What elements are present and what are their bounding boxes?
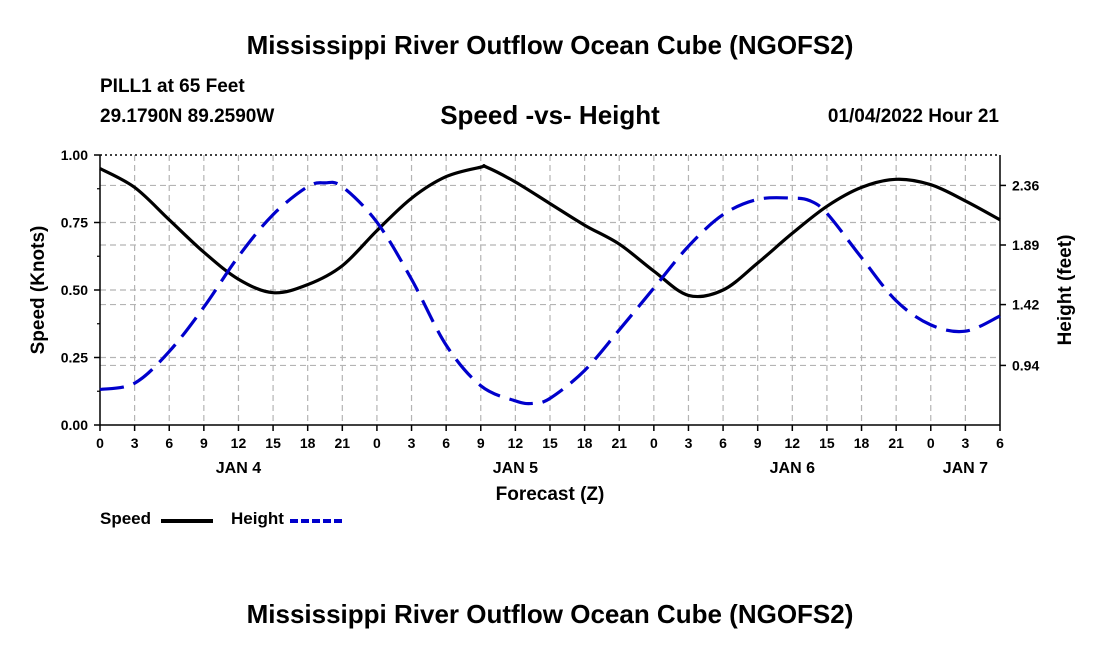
x-tick-label: 9 (754, 435, 762, 451)
x-tick-label: 18 (577, 435, 593, 451)
x-tick-label: 0 (927, 435, 935, 451)
y-tick-label: 0.25 (61, 350, 88, 366)
y2-tick-label: 1.42 (1012, 297, 1039, 313)
x-tick-label: 15 (265, 435, 281, 451)
x-tick-label: 21 (611, 435, 627, 451)
x-tick-label: 15 (819, 435, 835, 451)
station-label: PILL1 at 65 Feet (100, 76, 245, 97)
y2-tick-label: 0.94 (1012, 357, 1039, 373)
x-tick-label: 18 (300, 435, 316, 451)
x-tick-label: 0 (650, 435, 658, 451)
x-axis-title: Forecast (Z) (496, 484, 605, 505)
y-tick-label: 1.00 (61, 147, 88, 163)
x-tick-label: 6 (442, 435, 450, 451)
x-tick-label: 6 (165, 435, 173, 451)
date-label: JAN 6 (770, 460, 815, 477)
x-tick-label: 6 (996, 435, 1004, 451)
legend-speed-swatch (161, 519, 213, 523)
x-tick-label: 21 (888, 435, 904, 451)
main-title: Mississippi River Outflow Ocean Cube (NG… (246, 30, 854, 60)
date-label: JAN 5 (493, 460, 538, 477)
station-coordinates: 29.1790N 89.2590W (100, 106, 275, 127)
x-tick-label: 18 (854, 435, 870, 451)
y-tick-label: 0.00 (61, 417, 88, 433)
x-tick-label: 9 (477, 435, 485, 451)
x-tick-label: 3 (408, 435, 416, 451)
y2-tick-label: 2.36 (1012, 177, 1039, 193)
y-axis-title: Speed (Knots) (28, 226, 49, 355)
x-tick-label: 21 (335, 435, 351, 451)
y2-axis-title: Height (feet) (1055, 235, 1076, 346)
series-line-height (99, 180, 1001, 406)
legend-height-swatch (290, 519, 342, 523)
x-tick-label: 0 (96, 435, 104, 451)
date-label: JAN 4 (216, 460, 261, 477)
x-tick-label: 6 (719, 435, 727, 451)
legend-height-label: Height (231, 509, 284, 528)
series-line-speed (99, 164, 1001, 299)
x-tick-label: 12 (508, 435, 524, 451)
forecast-timestamp: 01/04/2022 Hour 21 (827, 106, 999, 127)
x-tick-label: 9 (200, 435, 208, 451)
y-tick-label: 0.50 (61, 282, 88, 298)
legend-speed-label: Speed (100, 509, 152, 528)
y2-tick-label: 1.89 (1012, 237, 1039, 253)
x-tick-label: 12 (231, 435, 247, 451)
y-tick-label: 0.75 (61, 215, 88, 231)
x-tick-label: 12 (785, 435, 801, 451)
x-tick-label: 3 (961, 435, 969, 451)
x-tick-label: 15 (542, 435, 558, 451)
x-tick-label: 0 (373, 435, 381, 451)
x-tick-label: 3 (131, 435, 139, 451)
footer-title: Mississippi River Outflow Ocean Cube (NG… (246, 599, 854, 629)
chart-subtitle: Speed -vs- Height (440, 100, 660, 130)
date-label: JAN 7 (943, 460, 988, 477)
x-tick-label: 3 (685, 435, 693, 451)
